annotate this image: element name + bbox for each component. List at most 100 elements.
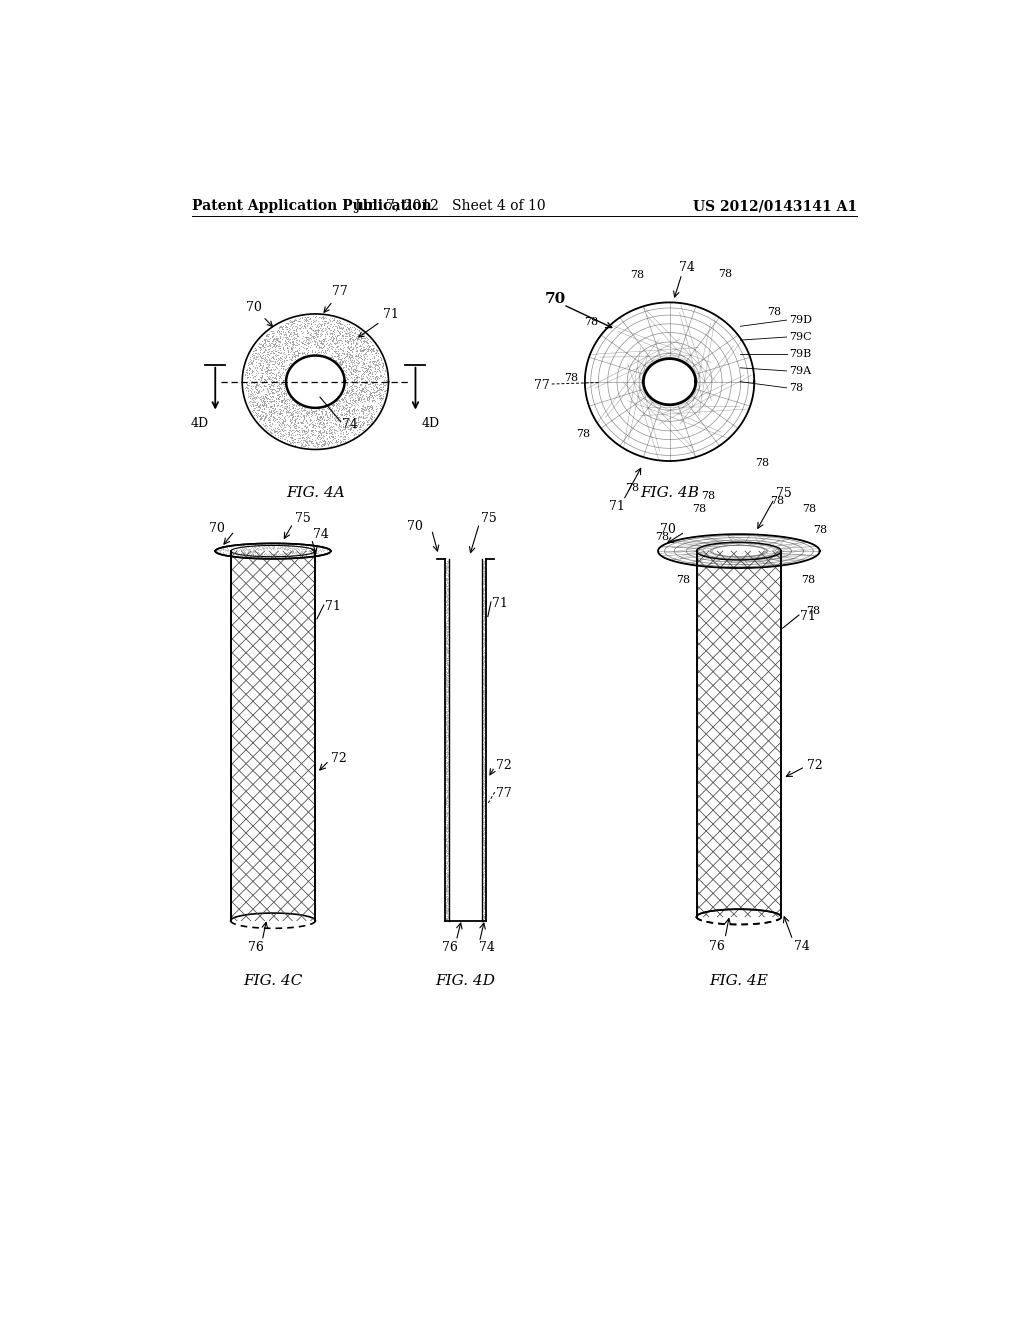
Point [475,717,492,738]
Point [243,363,259,384]
Point [232,544,249,565]
Point [273,372,290,393]
Point [244,360,260,381]
Point [209,540,225,561]
Point [476,766,493,787]
Point [437,601,454,622]
Point [477,775,494,796]
Point [278,314,294,335]
Point [331,395,347,416]
Point [439,564,456,585]
Point [438,649,455,671]
Point [295,429,311,450]
Point [324,433,340,454]
Point [351,421,368,442]
Point [437,710,454,731]
Point [261,544,278,565]
Point [477,576,494,597]
Point [476,855,493,876]
Point [476,899,493,920]
Point [438,830,455,851]
Point [252,367,268,388]
Point [352,380,369,401]
Point [284,546,300,568]
Point [326,331,342,352]
Point [343,350,359,371]
Text: 70: 70 [408,520,423,533]
Point [279,329,295,350]
Point [328,407,344,428]
Point [437,659,454,680]
Point [288,397,304,418]
Point [251,374,267,395]
Point [437,902,454,923]
Point [437,743,454,764]
Point [438,718,455,739]
Point [359,333,376,354]
Point [349,407,366,428]
Point [438,618,455,639]
Point [437,648,454,669]
Point [439,649,456,671]
Point [475,774,492,795]
Point [314,397,331,418]
Point [356,376,373,397]
Point [258,395,274,416]
Point [335,327,351,348]
Point [361,370,378,391]
Point [475,907,492,928]
Point [375,366,391,387]
Point [476,779,493,800]
Point [475,817,492,838]
Point [476,801,493,822]
Point [334,350,350,371]
Point [437,818,454,840]
Point [438,688,455,709]
Point [439,718,456,739]
Point [306,414,323,436]
Point [275,364,292,385]
Point [259,359,275,380]
Point [476,705,493,726]
Point [438,581,455,602]
Point [438,768,455,789]
Point [296,428,312,449]
Point [475,760,492,781]
Point [291,420,307,441]
Point [290,350,306,371]
Point [283,409,299,430]
Point [258,546,274,568]
Point [438,772,455,793]
Point [245,544,261,565]
Point [440,894,457,915]
Point [323,425,339,446]
Point [373,374,389,395]
Point [439,821,456,842]
Point [271,387,288,408]
Point [240,543,256,564]
Point [475,774,492,795]
Point [278,409,294,430]
Point [438,908,455,929]
Point [292,319,308,341]
Point [305,330,322,351]
Point [281,546,297,568]
Point [282,420,298,441]
Point [272,348,289,370]
Point [215,537,231,558]
Point [345,393,361,414]
Point [285,541,301,562]
Point [289,420,305,441]
Point [266,379,283,400]
Point [236,541,252,562]
Point [438,647,455,668]
Point [439,822,456,843]
Point [438,675,455,696]
Point [284,327,300,348]
Point [438,682,455,704]
Point [313,401,330,422]
Point [476,615,493,636]
Point [287,417,303,438]
Point [323,436,339,457]
Point [439,552,456,573]
